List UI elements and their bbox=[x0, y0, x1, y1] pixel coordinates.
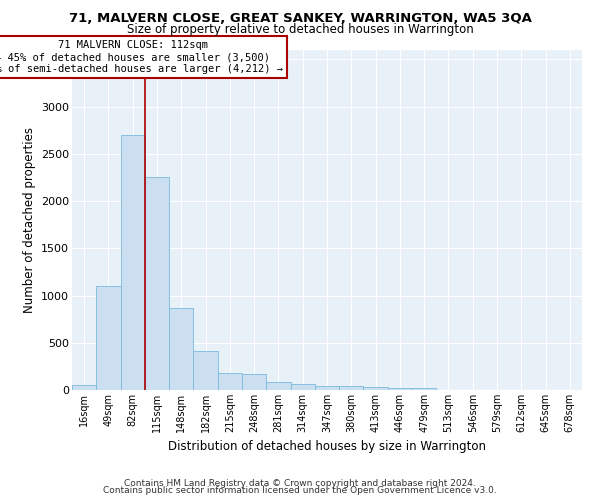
Bar bbox=[364, 387, 388, 390]
Bar bbox=[412, 388, 436, 390]
Y-axis label: Number of detached properties: Number of detached properties bbox=[23, 127, 35, 313]
Text: Size of property relative to detached houses in Warrington: Size of property relative to detached ho… bbox=[127, 22, 473, 36]
Bar bbox=[72, 386, 96, 390]
Bar bbox=[266, 382, 290, 390]
Bar bbox=[290, 384, 315, 390]
Bar bbox=[96, 286, 121, 390]
Text: Contains HM Land Registry data © Crown copyright and database right 2024.: Contains HM Land Registry data © Crown c… bbox=[124, 478, 476, 488]
Bar bbox=[218, 374, 242, 390]
Bar bbox=[145, 176, 169, 390]
Text: 71 MALVERN CLOSE: 112sqm
← 45% of detached houses are smaller (3,500)
54% of sem: 71 MALVERN CLOSE: 112sqm ← 45% of detach… bbox=[0, 40, 283, 74]
Bar bbox=[169, 308, 193, 390]
Bar bbox=[121, 135, 145, 390]
Text: 71, MALVERN CLOSE, GREAT SANKEY, WARRINGTON, WA5 3QA: 71, MALVERN CLOSE, GREAT SANKEY, WARRING… bbox=[68, 12, 532, 26]
Text: Contains public sector information licensed under the Open Government Licence v3: Contains public sector information licen… bbox=[103, 486, 497, 495]
X-axis label: Distribution of detached houses by size in Warrington: Distribution of detached houses by size … bbox=[168, 440, 486, 454]
Bar bbox=[315, 386, 339, 390]
Bar bbox=[242, 374, 266, 390]
Bar bbox=[193, 351, 218, 390]
Bar bbox=[388, 388, 412, 390]
Bar bbox=[339, 386, 364, 390]
